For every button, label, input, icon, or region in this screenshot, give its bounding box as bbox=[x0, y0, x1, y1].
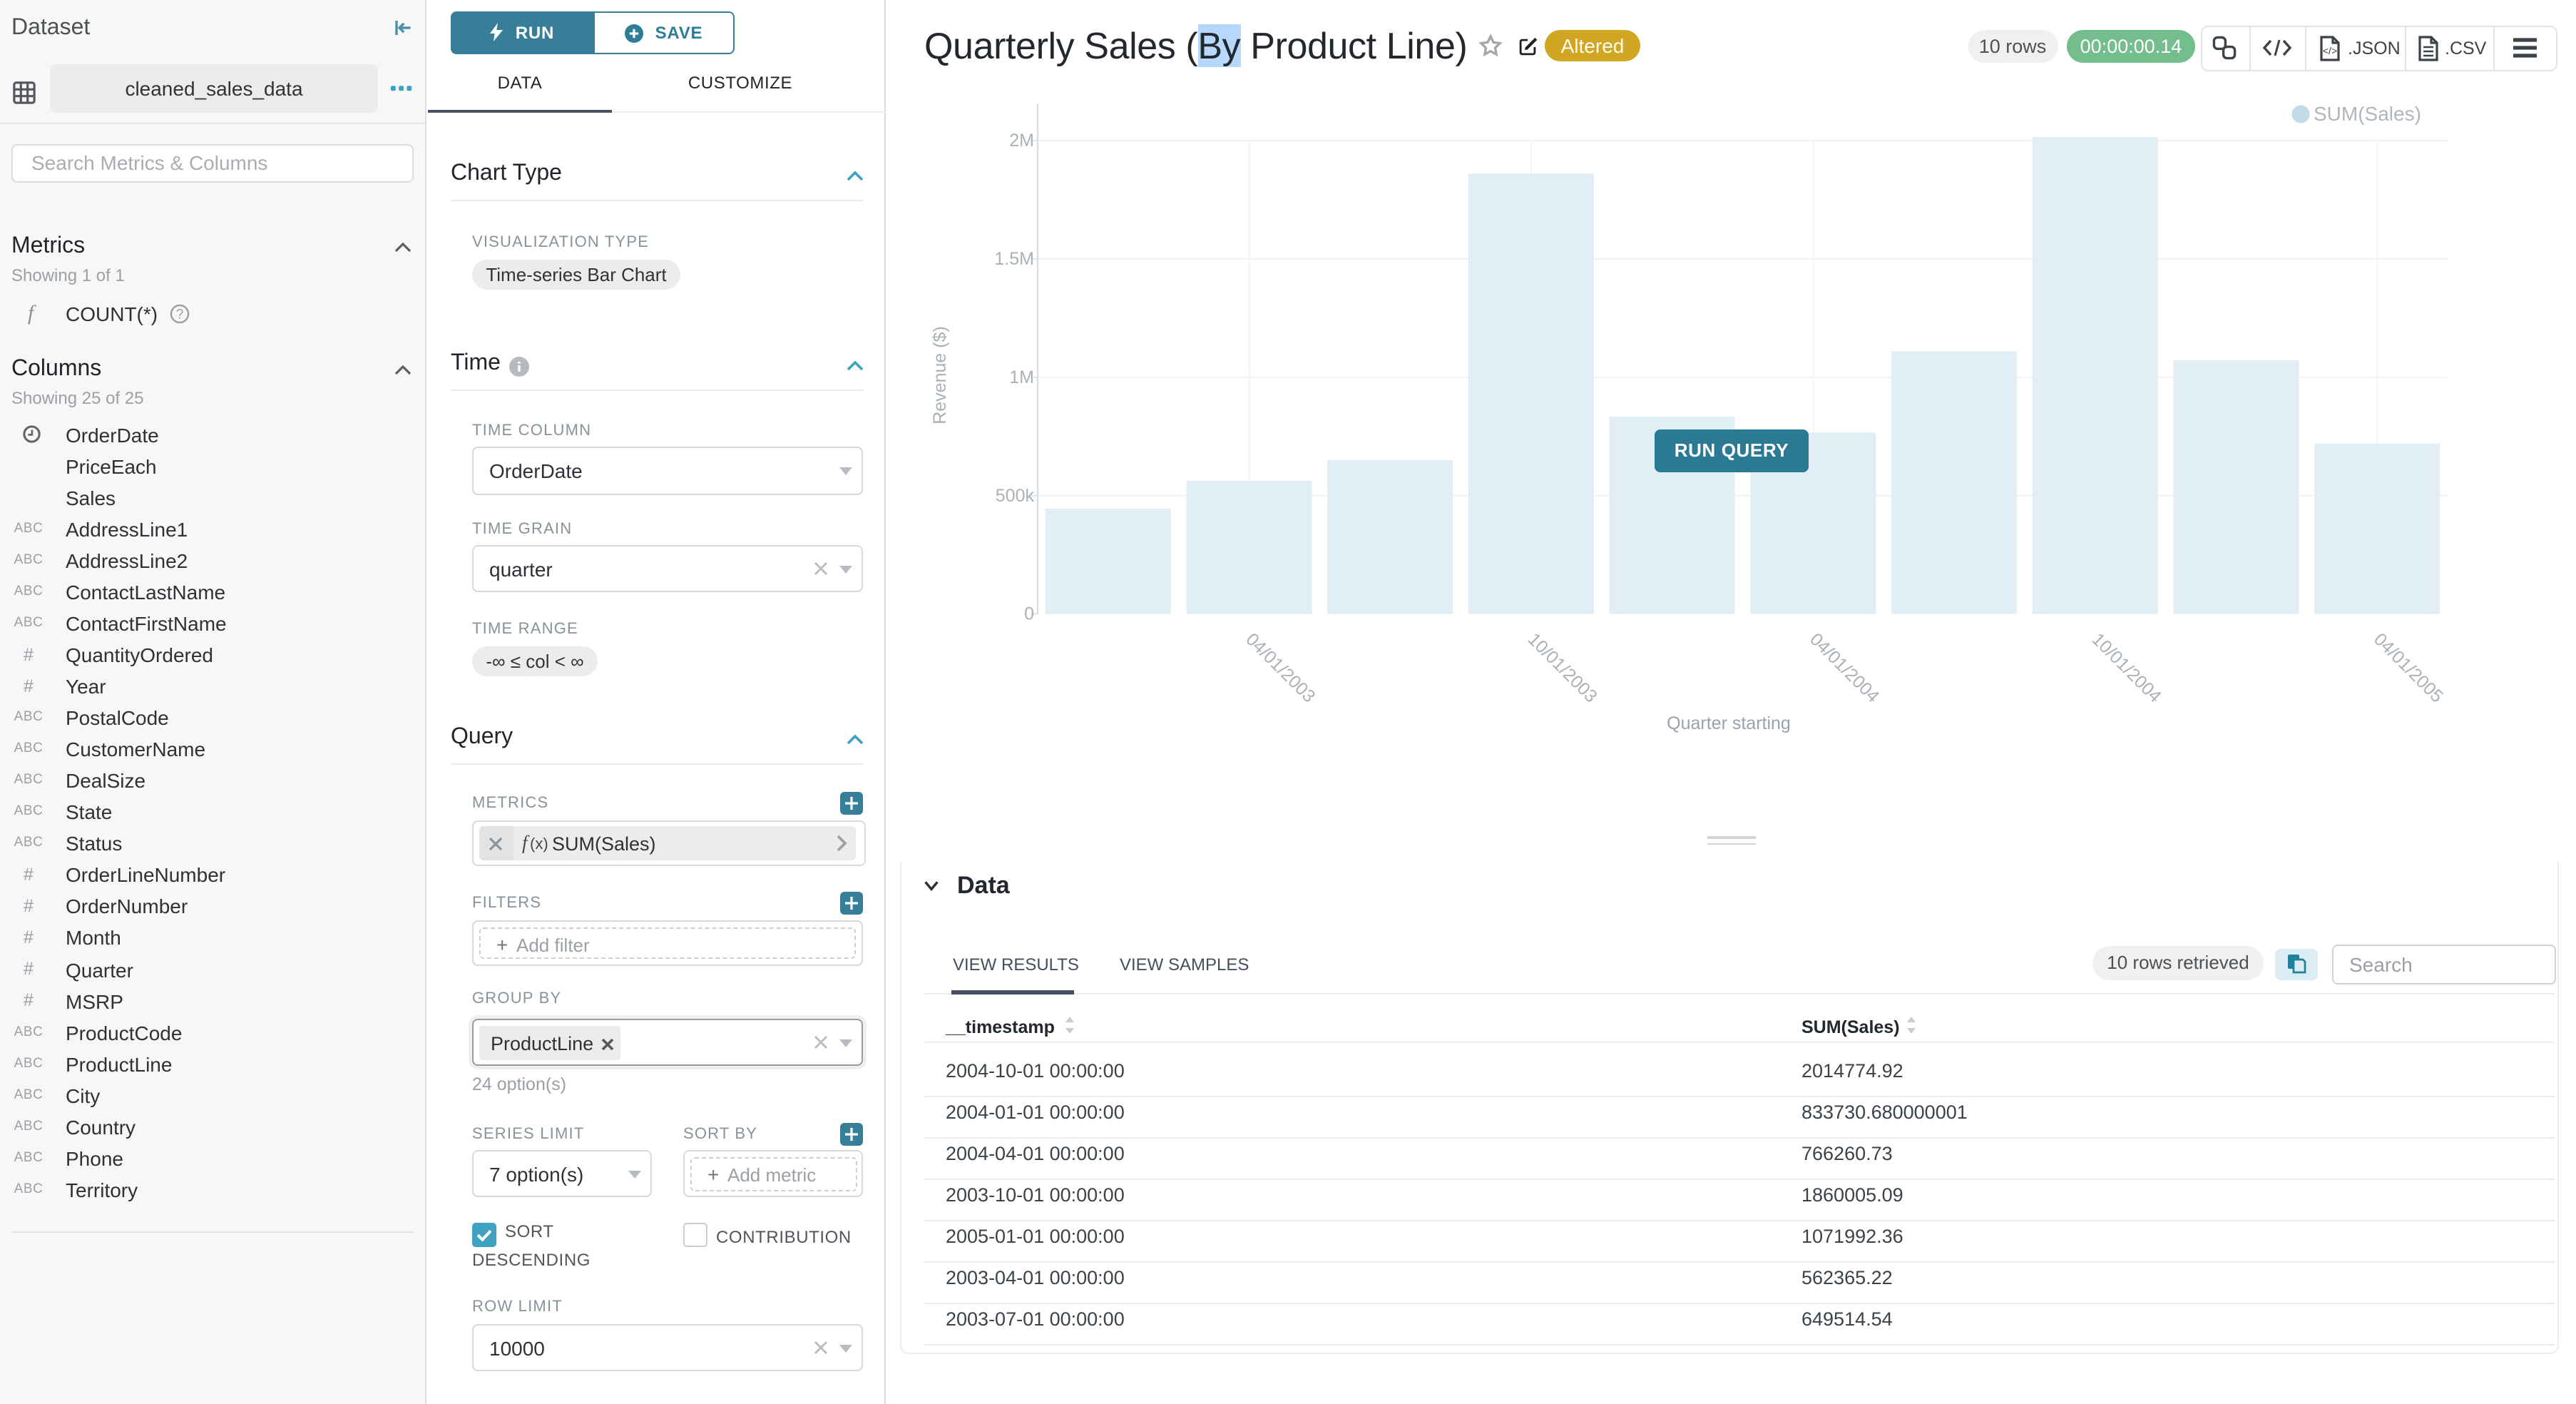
svg-text:04/01/2004: 04/01/2004 bbox=[1806, 629, 1883, 706]
svg-text:04/01/2003: 04/01/2003 bbox=[1242, 629, 1319, 706]
svg-text:Revenue ($): Revenue ($) bbox=[930, 326, 950, 424]
svg-text:SUM(Sales): SUM(Sales) bbox=[2314, 103, 2421, 125]
svg-text:0: 0 bbox=[1024, 604, 1034, 624]
svg-text:2M: 2M bbox=[1009, 131, 1034, 151]
svg-text:10/01/2003: 10/01/2003 bbox=[1524, 629, 1601, 706]
svg-text:04/01/2005: 04/01/2005 bbox=[2370, 629, 2447, 706]
svg-text:?: ? bbox=[176, 307, 184, 322]
svg-text:</>: </> bbox=[2323, 44, 2337, 56]
svg-text:500k: 500k bbox=[996, 486, 1035, 506]
svg-text:1.5M: 1.5M bbox=[994, 249, 1034, 269]
svg-text:1M: 1M bbox=[1009, 367, 1034, 387]
svg-text:10/01/2004: 10/01/2004 bbox=[2088, 629, 2165, 706]
svg-text:Quarter starting: Quarter starting bbox=[1667, 713, 1791, 733]
